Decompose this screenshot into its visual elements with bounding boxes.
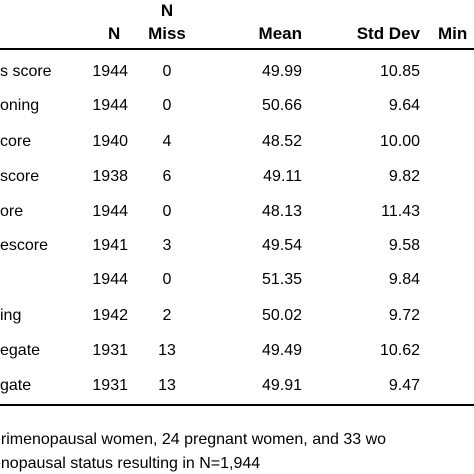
row-label: oning — [0, 97, 40, 114]
header-n-miss-line1: N — [160, 1, 174, 20]
cell-std-dev: 9.84 — [388, 271, 420, 288]
header-n-miss-line2: Miss — [148, 24, 186, 43]
cell-mean: 48.13 — [261, 203, 302, 220]
footnote-line-1: erimenopausal women, 24 pregnant women, … — [0, 431, 387, 448]
cell-n-miss: 3 — [162, 237, 172, 254]
cell-mean: 50.66 — [261, 97, 302, 114]
row-label: escore — [0, 237, 49, 254]
cell-n-miss: 13 — [158, 342, 176, 359]
row-label: core — [0, 133, 32, 150]
cell-n: 1938 — [92, 168, 128, 185]
cell-mean: 48.52 — [261, 133, 302, 150]
row-label: score — [0, 168, 40, 185]
header-mean: Mean — [258, 24, 302, 43]
cell-mean: 51.35 — [261, 271, 302, 288]
cell-mean: 49.11 — [263, 168, 302, 185]
table-bottom-rule — [0, 404, 474, 406]
cell-std-dev: 10.00 — [379, 133, 420, 150]
header-n: N — [108, 24, 121, 43]
row-label: gate — [0, 377, 32, 394]
cell-std-dev: 10.85 — [379, 63, 420, 80]
cell-n: 1940 — [92, 133, 128, 150]
cell-std-dev: 11.43 — [381, 203, 420, 220]
cell-n-miss: 0 — [162, 97, 172, 114]
cell-n: 1942 — [92, 307, 128, 324]
row-label: s score — [0, 63, 52, 80]
cell-mean: 49.54 — [261, 237, 302, 254]
cell-std-dev: 9.82 — [388, 168, 420, 185]
cell-n-miss: 2 — [162, 307, 172, 324]
cell-n: 1931 — [92, 377, 128, 394]
cell-std-dev: 10.62 — [379, 342, 420, 359]
cell-mean: 50.02 — [261, 307, 302, 324]
cell-n: 1944 — [92, 97, 128, 114]
cell-std-dev: 9.47 — [388, 377, 420, 394]
cell-std-dev: 9.64 — [388, 97, 420, 114]
cell-mean: 49.99 — [261, 63, 302, 80]
header-divider — [0, 48, 474, 50]
cell-mean: 49.91 — [261, 377, 302, 394]
cell-n-miss: 13 — [158, 377, 176, 394]
cell-std-dev: 9.72 — [388, 307, 420, 324]
cell-mean: 49.49 — [261, 342, 302, 359]
cell-n: 1944 — [92, 63, 128, 80]
row-label: egate — [0, 342, 41, 359]
header-min: Min — [438, 24, 468, 43]
cell-n-miss: 0 — [162, 63, 172, 80]
cell-n-miss: 0 — [162, 271, 172, 288]
cell-n: 1944 — [92, 203, 128, 220]
header-std-dev: Std Dev — [356, 24, 420, 43]
cell-n: 1931 — [92, 342, 128, 359]
cell-n: 1944 — [92, 271, 128, 288]
cell-n-miss: 0 — [162, 203, 172, 220]
row-label: ore — [0, 203, 24, 220]
cell-n-miss: 6 — [162, 168, 172, 185]
row-label: ing — [0, 307, 22, 324]
footnote-line-2: enopausal status resulting in N=1,944 — [0, 455, 261, 472]
cell-n: 1941 — [92, 237, 128, 254]
cell-std-dev: 9.58 — [388, 237, 420, 254]
cell-n-miss: 4 — [162, 133, 172, 150]
